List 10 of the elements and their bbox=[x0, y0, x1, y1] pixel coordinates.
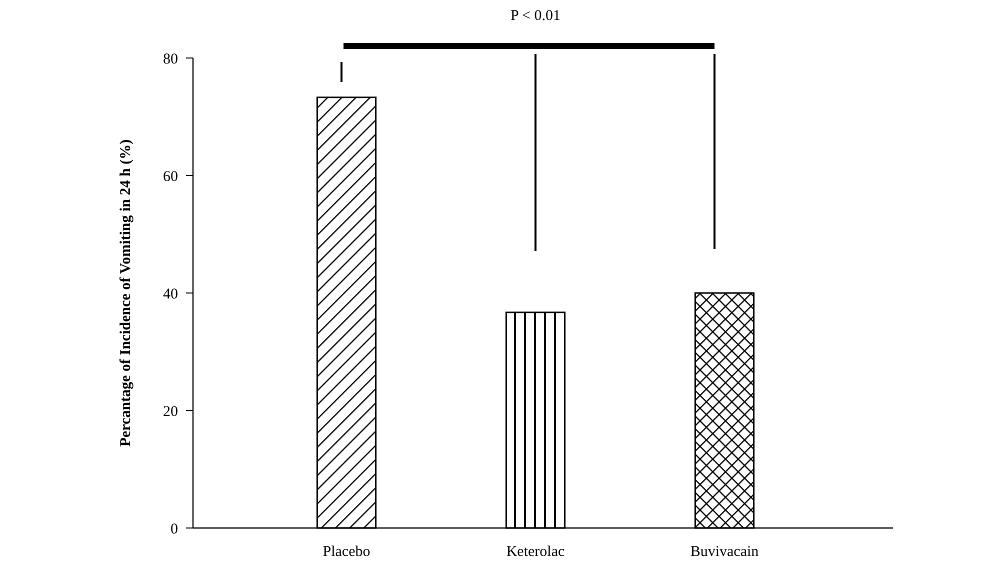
text: P < 0.01 bbox=[510, 8, 560, 24]
x-tick-label: Placebo bbox=[322, 544, 370, 560]
x-tick-label: Buvivacain bbox=[690, 544, 760, 560]
y-tick-label: 80 bbox=[163, 51, 178, 68]
x-tick-label: Keterolac bbox=[506, 544, 565, 560]
y-tick-label: 40 bbox=[163, 286, 178, 302]
y-tick-label: 20 bbox=[163, 404, 178, 420]
y-tick-label: 60 bbox=[163, 168, 178, 185]
y-tick-label: 0 bbox=[170, 521, 178, 538]
y-axis-title: Percantage of Incidence of Vomiting in 24 h (%) bbox=[118, 139, 134, 447]
